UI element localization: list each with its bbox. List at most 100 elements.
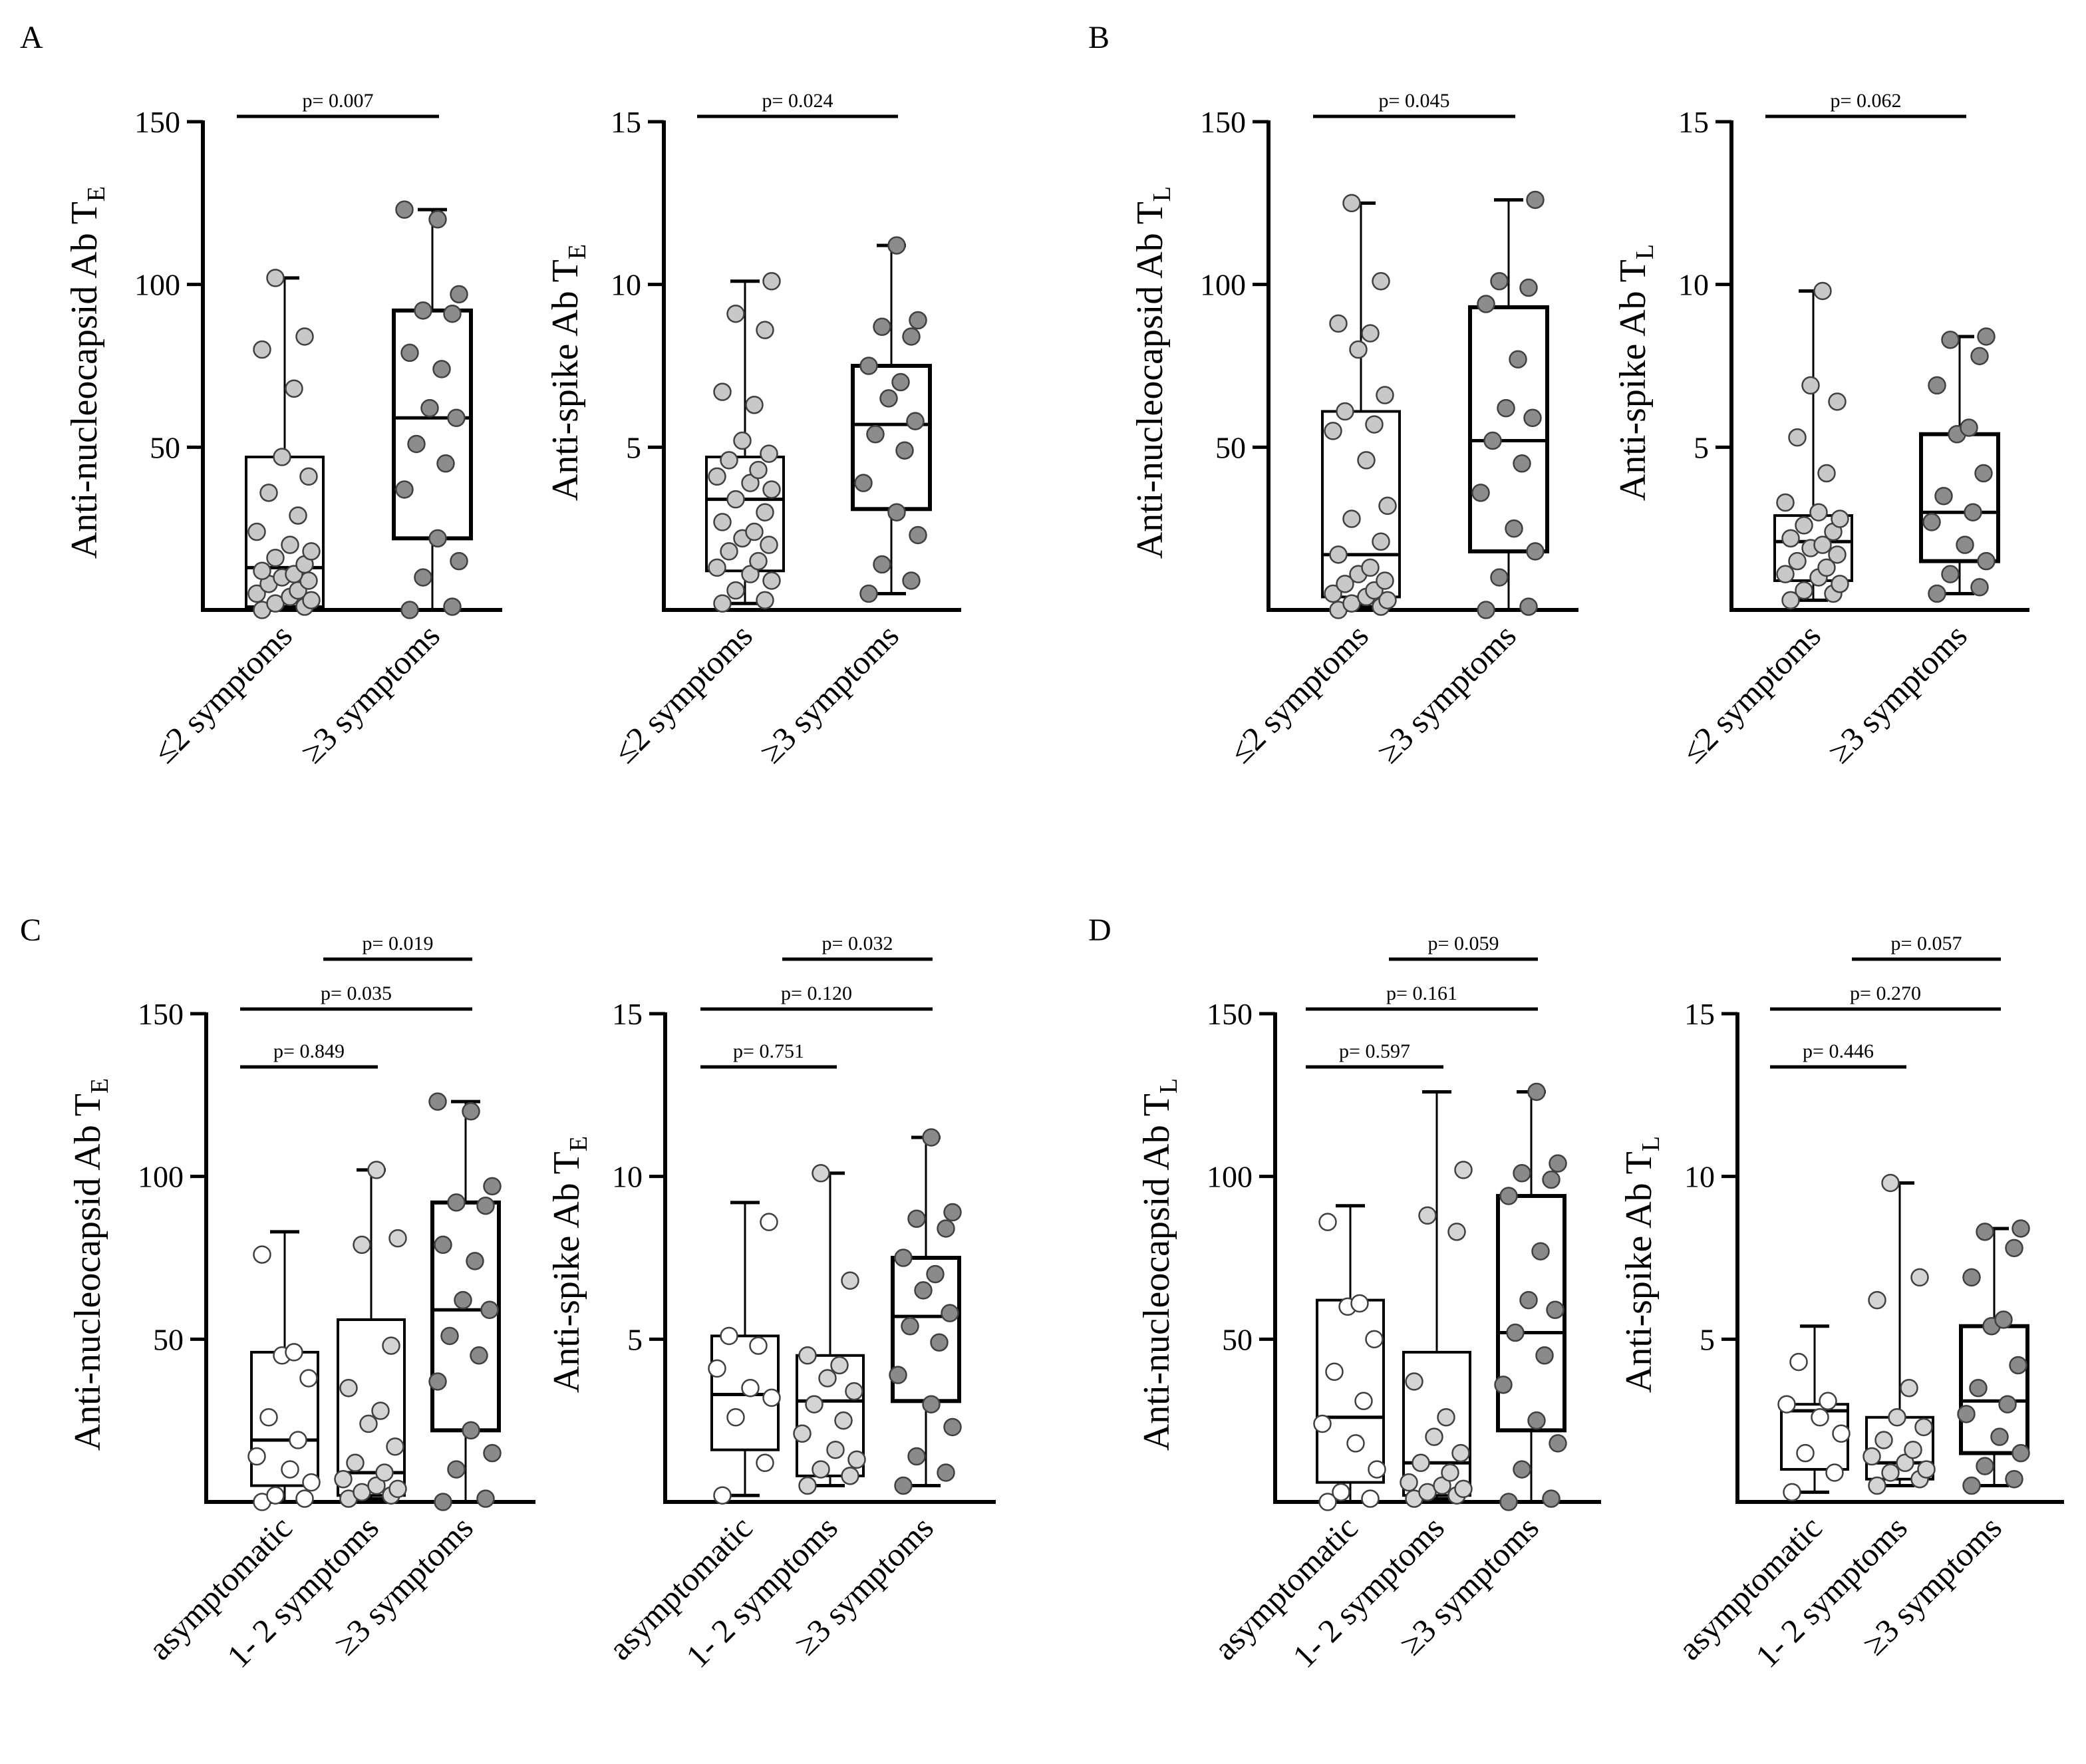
data-point — [259, 1408, 278, 1427]
data-point — [1776, 565, 1795, 583]
data-point — [1881, 1173, 1900, 1193]
data-point — [462, 1102, 480, 1121]
data-point — [447, 1193, 466, 1212]
data-point — [845, 1382, 863, 1401]
chart-a-nucleocapsid: 50 100 150 Anti-nucleocapsid Ab TE ≤2 sympto… — [64, 90, 502, 770]
data-point — [726, 1408, 745, 1427]
data-point — [1325, 1362, 1344, 1382]
data-point — [713, 594, 732, 613]
data-point — [909, 525, 927, 545]
y-tick-label: 15 — [612, 997, 643, 1031]
data-point — [367, 1476, 386, 1495]
data-point — [289, 1431, 307, 1449]
p-value-label: p= 0.597 — [1339, 1040, 1410, 1062]
chart-b-spike: 5 10 15 Anti-spike Ab TL ≤2 symptoms≥3 sympt… — [1612, 90, 2029, 770]
data-point — [943, 1417, 962, 1437]
data-point — [414, 568, 432, 587]
data-point — [941, 1304, 959, 1322]
data-point — [443, 304, 462, 323]
data-point — [914, 1281, 933, 1300]
data-point — [1535, 1346, 1554, 1365]
data-point — [1941, 565, 1960, 583]
data-point — [367, 1161, 386, 1179]
data-point — [902, 571, 921, 590]
data-point — [1527, 1411, 1546, 1430]
data-point — [1811, 1408, 1829, 1427]
data-point — [371, 1401, 390, 1420]
data-point — [289, 506, 307, 525]
data-point — [386, 1437, 404, 1456]
data-point — [1813, 281, 1832, 301]
data-point — [1506, 1323, 1525, 1342]
data-point — [1542, 1170, 1561, 1189]
data-point — [1817, 558, 1836, 577]
data-point — [253, 1245, 271, 1264]
y-tick-label: 15 — [1684, 997, 1715, 1031]
data-point — [1499, 1187, 1518, 1205]
data-point — [1378, 496, 1397, 515]
y-tick-label: 100 — [138, 1160, 184, 1194]
data-point — [733, 431, 752, 450]
data-point — [749, 1336, 768, 1355]
data-point — [1868, 1290, 1886, 1310]
y-axis-label: Anti-nucleocapsid Ab TL — [1129, 186, 1176, 559]
data-point — [762, 1388, 781, 1407]
data-point — [1777, 1395, 1796, 1413]
data-point — [937, 1463, 955, 1482]
data-point — [1998, 1395, 2017, 1413]
data-point — [1796, 1443, 1815, 1463]
data-point — [285, 379, 303, 398]
data-point — [826, 1440, 845, 1459]
data-point — [1350, 1294, 1369, 1313]
data-point — [873, 317, 891, 337]
y-tick-label: 50 — [153, 1322, 184, 1356]
data-point — [1960, 418, 1978, 437]
data-point — [388, 1479, 407, 1499]
y-axis-label: Anti-nucleocapsid Ab TL — [1136, 1078, 1183, 1451]
category-label: ≤2 symptoms — [146, 617, 299, 770]
data-point — [1425, 1427, 1443, 1446]
data-point — [1970, 347, 1989, 366]
data-point — [1546, 1300, 1564, 1320]
data-point — [1964, 503, 1982, 521]
data-point — [1789, 1352, 1808, 1372]
y-tick-label: 150 — [138, 997, 184, 1031]
y-tick-label: 10 — [612, 1160, 643, 1194]
data-point — [2009, 1356, 2027, 1375]
data-point — [713, 382, 732, 401]
data-point — [466, 1252, 484, 1270]
data-point — [1917, 1460, 1936, 1479]
category-label: ≤2 symptoms — [1674, 617, 1828, 770]
data-point — [1451, 1443, 1470, 1463]
data-point — [1477, 601, 1495, 619]
data-point — [395, 480, 414, 499]
data-point — [395, 200, 414, 219]
data-point — [388, 1229, 407, 1248]
p-value-label: p= 0.035 — [321, 982, 392, 1004]
data-point — [1329, 314, 1348, 333]
data-point — [285, 1343, 303, 1362]
data-point — [428, 210, 447, 229]
data-point — [879, 389, 898, 408]
p-value-label: p= 0.270 — [1850, 982, 1921, 1004]
data-point — [470, 1346, 488, 1365]
data-point — [2005, 1239, 2023, 1258]
data-point — [1318, 1493, 1337, 1511]
data-point — [720, 542, 738, 561]
data-point — [1400, 1473, 1418, 1492]
data-point — [760, 535, 778, 554]
data-point — [1497, 398, 1515, 418]
data-point — [353, 1235, 371, 1254]
y-axis-label: Anti-spike Ab TL — [1618, 1136, 1665, 1393]
data-point — [1365, 415, 1384, 434]
p-value-label: p= 0.120 — [781, 982, 852, 1004]
data-point — [1494, 1376, 1513, 1394]
data-point — [1372, 532, 1390, 551]
panel-letter-b: B — [1088, 20, 1110, 55]
data-point — [2005, 1469, 2023, 1489]
data-point — [447, 408, 466, 428]
data-point — [1813, 535, 1832, 554]
data-point — [1342, 194, 1361, 213]
